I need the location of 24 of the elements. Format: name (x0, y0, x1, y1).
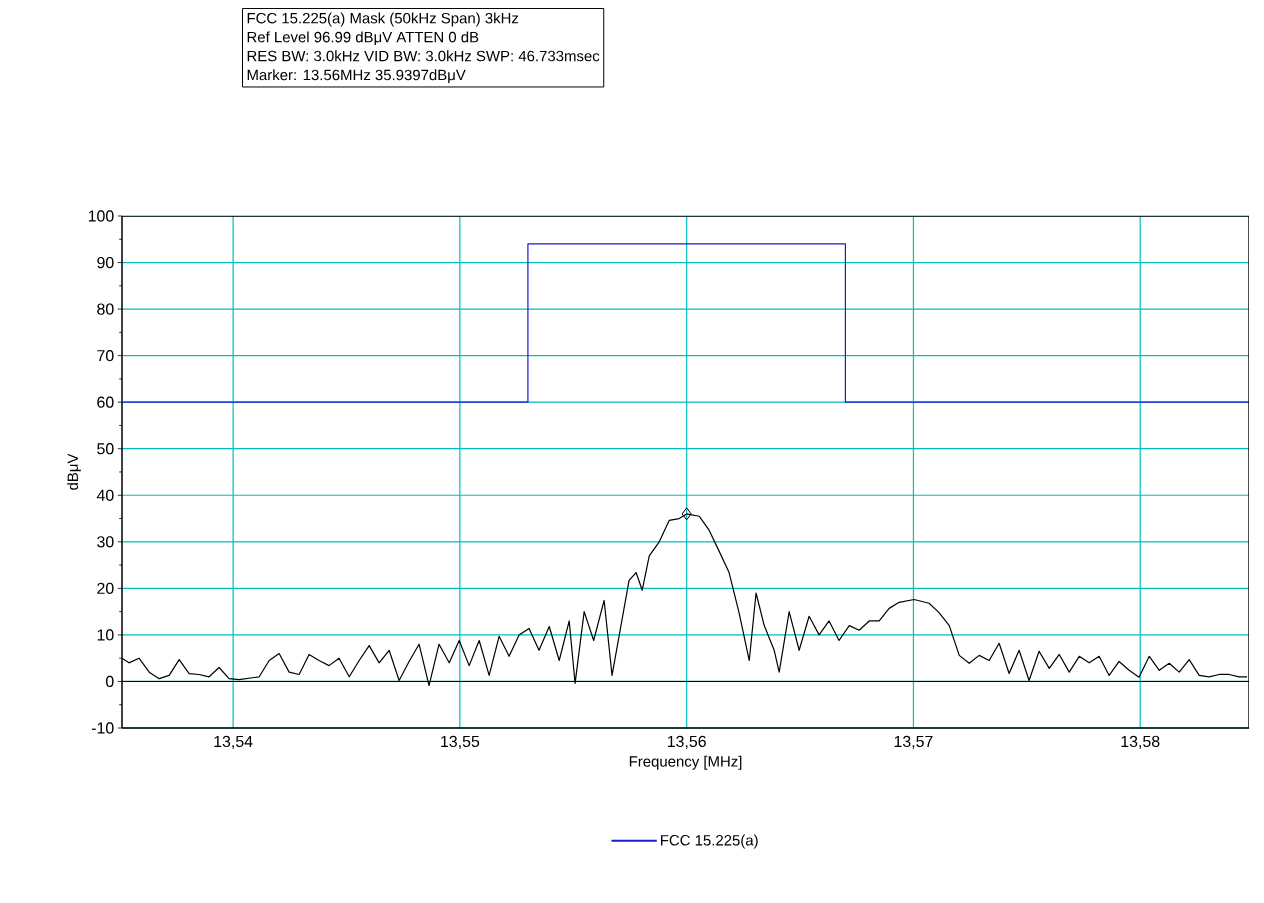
legend-label: FCC 15.225(a) (661, 834, 758, 849)
x-tick-label: 13,55 (441, 735, 480, 749)
x-tick-label: 13,56 (667, 735, 706, 749)
y-tick-label: 20 (97, 582, 114, 594)
x-axis-title: Frequency [MHz] (629, 755, 742, 770)
chart-title: FCC 15.225(a) Mask (50kHz Span) 3kHz (247, 12, 519, 27)
text: Marker: 13.56MHz 35.9397dBμV (247, 69, 466, 83)
x-tick-label: 13,54 (214, 735, 253, 749)
y-tick-label: 90 (97, 256, 114, 269)
x-tick-label: 13,58 (1121, 735, 1160, 749)
y-axis-title: dBμV (67, 453, 81, 490)
y-tick-label: 70 (97, 349, 114, 362)
y-tick-label: -10 (91, 722, 114, 734)
y-tick-label: 0 (105, 675, 114, 688)
y-tick-label: 30 (97, 536, 114, 548)
y-tick-label: 60 (97, 396, 114, 408)
y-tick-label: 10 (97, 629, 114, 641)
y-tick-label: 50 (97, 443, 114, 455)
y-tick-label: 40 (96, 489, 114, 501)
text: RES BW: 3.0kHz VID BW: 3.0kHz SWP: 46.733msec (247, 50, 600, 62)
y-tick-label: 100 (88, 210, 114, 222)
x-tick-label: 13,57 (894, 735, 933, 749)
y-tick-label: 80 (97, 303, 114, 315)
text: Ref Level 96.99 dBμV ATTEN 0 dB (247, 31, 479, 46)
